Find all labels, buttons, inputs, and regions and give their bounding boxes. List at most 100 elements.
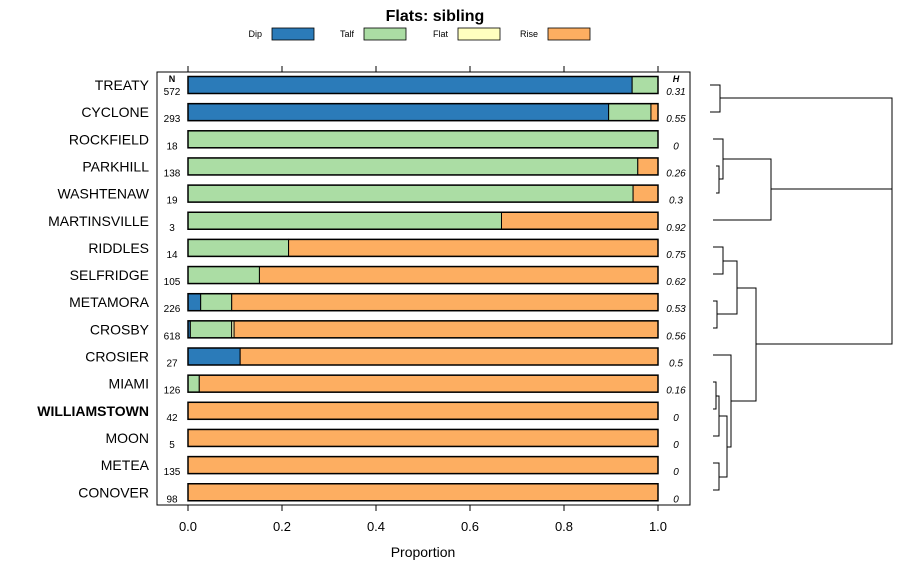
n-value-washtenaw: 19 — [166, 196, 178, 207]
bar-miami-talf — [187, 374, 200, 393]
legend-label-dip: Dip — [248, 29, 262, 39]
legend-swatch-rise — [547, 27, 591, 41]
bar-metamora-dip — [187, 293, 202, 312]
category-label-metamora: METAMORA — [69, 294, 150, 310]
legend: Dip Talf Flat Rise — [248, 27, 591, 41]
h-value-riddles: 0.75 — [666, 250, 686, 261]
bar-crosby-rise — [233, 320, 659, 339]
dendrogram — [710, 84, 893, 491]
bar-outline-williamstown — [187, 401, 659, 421]
dendrogram-branch — [731, 287, 757, 402]
bar-outline-cyclone — [187, 102, 659, 122]
bar-riddles-talf — [187, 238, 290, 257]
h-value-rockfield: 0 — [673, 141, 679, 152]
category-label-washtenaw: WASHTENAW — [57, 186, 149, 202]
bar-cyclone-dip — [187, 103, 610, 122]
n-value-treaty: 572 — [164, 87, 181, 98]
bar-washtenaw-rise — [632, 184, 659, 203]
h-value-washtenaw: 0.3 — [669, 196, 683, 207]
category-labels: TREATY CYCLONE ROCKFIELD PARKHILL WASHTENAW M… — [37, 77, 150, 500]
dendrogram-branch — [713, 138, 724, 180]
bar-outline-moon — [187, 428, 659, 448]
n-value-rockfield: 18 — [166, 141, 178, 152]
category-label-selfridge: SELFRIDGE — [70, 267, 149, 283]
h-value-metamora: 0.53 — [666, 304, 686, 315]
category-label-rockfield: ROCKFIELD — [69, 131, 149, 147]
h-value-metea: 0 — [673, 467, 679, 478]
bar-crosby-talf — [189, 320, 233, 339]
bar-treaty-dip — [187, 76, 633, 94]
n-value-parkhill: 138 — [164, 168, 181, 179]
legend-swatch-flat — [457, 27, 501, 41]
h-value-moon: 0 — [673, 440, 679, 451]
bar-riddles-rise — [288, 238, 659, 257]
x-tick-label-0-8: 0.8 — [555, 519, 573, 534]
category-label-cyclone: CYCLONE — [81, 104, 149, 120]
h-value-conover: 0 — [673, 494, 679, 505]
h-value-crosier: 0.5 — [669, 359, 683, 370]
dendrogram-branch — [713, 462, 720, 491]
legend-label-talf: Talf — [340, 29, 355, 39]
n-value-cyclone: 293 — [164, 114, 181, 125]
bar-outline-conover — [187, 483, 659, 502]
x-tick-label-0-2: 0.2 — [273, 519, 291, 534]
category-label-crosier: CROSIER — [85, 349, 149, 365]
h-value-williamstown: 0 — [673, 413, 679, 424]
bar-outline-selfridge — [187, 265, 659, 285]
bar-moon-rise — [187, 428, 659, 447]
bar-williamstown-rise — [187, 401, 659, 420]
dendrogram-branch — [713, 381, 717, 410]
n-value-moon: 5 — [169, 440, 175, 451]
dendrogram-branch — [717, 260, 738, 315]
bars — [187, 75, 659, 502]
h-value-parkhill: 0.26 — [666, 168, 686, 179]
bar-parkhill-talf — [187, 157, 639, 176]
bar-outline-treaty — [187, 75, 659, 95]
bar-outline-washtenaw — [187, 184, 659, 203]
bar-washtenaw-talf — [187, 184, 634, 203]
category-label-conover: CONOVER — [78, 484, 149, 500]
h-value-selfridge: 0.62 — [666, 277, 686, 288]
bar-metamora-rise — [231, 293, 659, 312]
h-value-crosby: 0.56 — [666, 331, 686, 342]
dendrogram-branch — [720, 97, 893, 345]
bar-outline-miami — [187, 374, 659, 393]
bar-cyclone-rise — [650, 103, 659, 122]
bar-rockfield-talf — [187, 130, 659, 149]
bar-outline-martinsville — [187, 211, 659, 230]
n-value-crosier: 27 — [166, 359, 178, 370]
dendrogram-branch — [713, 246, 724, 275]
category-label-crosby: CROSBY — [90, 321, 150, 337]
category-label-moon: MOON — [105, 430, 149, 446]
legend-swatch-talf — [363, 27, 407, 41]
dendrogram-branch — [713, 300, 718, 329]
n-value-metea: 135 — [164, 467, 181, 478]
dendrogram-branch — [716, 165, 720, 194]
n-value-crosby: 618 — [164, 331, 181, 342]
h-value-martinsville: 0.92 — [666, 223, 686, 234]
bar-outline-riddles — [187, 238, 659, 258]
legend-swatch-dip — [271, 27, 315, 41]
h-values: 0.31 0.55 0 0.26 0.3 0.92 0.75 0.62 0.53 0.56 0.5 0… — [666, 87, 686, 505]
n-value-conover: 98 — [166, 494, 178, 505]
bar-outline-crosier — [187, 347, 659, 366]
n-value-selfridge: 105 — [164, 277, 181, 288]
x-tick-label-1-0: 1.0 — [649, 519, 667, 534]
dendrogram-branch — [719, 415, 728, 478]
h-value-miami: 0.16 — [666, 386, 686, 397]
x-axis-label: Proportion — [391, 544, 456, 560]
bar-outline-metamora — [187, 292, 659, 312]
chart-title: Flats: sibling — [386, 8, 485, 25]
legend-label-rise: Rise — [520, 29, 538, 39]
bar-outline-crosby — [187, 320, 659, 339]
x-tick-label-0-6: 0.6 — [461, 519, 479, 534]
bar-crosier-dip — [187, 347, 241, 366]
bar-outline-parkhill — [187, 157, 659, 176]
plot-panel — [156, 71, 691, 506]
n-value-riddles: 14 — [166, 250, 178, 261]
n-column-header: N — [169, 74, 176, 84]
dendrogram-branch — [710, 84, 721, 113]
bar-metea-rise — [187, 456, 659, 475]
category-label-metea: METEA — [101, 457, 150, 473]
